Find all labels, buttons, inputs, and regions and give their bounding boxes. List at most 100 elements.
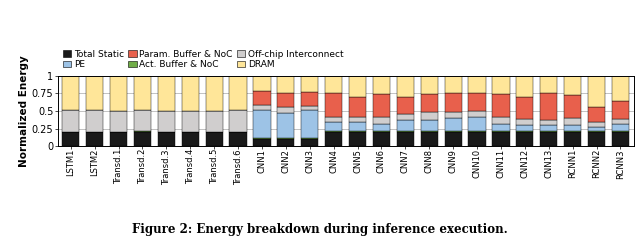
Bar — [110, 132, 127, 146]
Bar — [230, 76, 246, 110]
Bar — [516, 76, 534, 97]
Bar — [612, 76, 629, 101]
Bar — [253, 76, 271, 91]
Bar — [349, 132, 366, 146]
Bar — [205, 76, 223, 111]
Bar — [516, 131, 534, 132]
Bar — [86, 132, 103, 146]
Bar — [86, 76, 103, 110]
Bar — [564, 132, 581, 146]
Bar — [325, 122, 342, 131]
Bar — [277, 76, 294, 93]
Bar — [540, 132, 557, 146]
Bar — [397, 120, 414, 131]
Bar — [157, 132, 175, 146]
Bar — [588, 127, 605, 131]
Bar — [349, 122, 366, 131]
Bar — [373, 117, 390, 124]
Legend: Total Static, PE, Param. Buffer & NoC, Act. Buffer & NoC, Off-chip Interconnect,: Total Static, PE, Param. Buffer & NoC, A… — [62, 49, 344, 70]
Bar — [612, 119, 629, 124]
Bar — [468, 93, 486, 111]
Bar — [277, 93, 294, 107]
Bar — [325, 117, 342, 122]
Bar — [492, 132, 509, 146]
Bar — [397, 97, 414, 114]
Bar — [301, 139, 318, 146]
Bar — [588, 76, 605, 107]
Bar — [182, 111, 199, 132]
Bar — [397, 76, 414, 97]
Bar — [420, 132, 438, 146]
Bar — [349, 131, 366, 132]
Bar — [205, 111, 223, 132]
Bar — [468, 111, 486, 117]
Bar — [612, 101, 629, 119]
Bar — [516, 97, 534, 119]
Bar — [325, 76, 342, 93]
Bar — [492, 76, 509, 94]
Bar — [564, 125, 581, 131]
Bar — [397, 132, 414, 146]
Bar — [134, 131, 151, 132]
Bar — [373, 94, 390, 117]
Bar — [445, 112, 461, 118]
Bar — [516, 119, 534, 125]
Bar — [62, 132, 79, 146]
Bar — [612, 131, 629, 132]
Bar — [420, 131, 438, 132]
Bar — [301, 106, 318, 110]
Bar — [397, 114, 414, 120]
Bar — [230, 110, 246, 132]
Bar — [516, 125, 534, 131]
Bar — [230, 132, 246, 146]
Bar — [420, 120, 438, 131]
Bar — [62, 76, 79, 110]
Bar — [325, 132, 342, 146]
Bar — [301, 138, 318, 139]
Bar — [373, 132, 390, 146]
Bar — [445, 118, 461, 131]
Bar — [612, 124, 629, 131]
Bar — [492, 94, 509, 117]
Bar — [468, 131, 486, 132]
Y-axis label: Normalized Energy: Normalized Energy — [19, 55, 29, 167]
Bar — [420, 94, 438, 112]
Bar — [182, 132, 199, 146]
Bar — [277, 138, 294, 139]
Bar — [612, 132, 629, 146]
Bar — [110, 76, 127, 111]
Bar — [564, 76, 581, 95]
Bar — [420, 76, 438, 94]
Bar — [134, 76, 151, 110]
Bar — [253, 91, 271, 105]
Bar — [253, 138, 271, 139]
Bar — [301, 92, 318, 106]
Bar — [397, 131, 414, 132]
Bar — [349, 76, 366, 97]
Bar — [349, 117, 366, 122]
Bar — [134, 132, 151, 146]
Bar — [134, 110, 151, 131]
Bar — [540, 93, 557, 120]
Bar — [468, 76, 486, 93]
Bar — [540, 120, 557, 125]
Bar — [301, 76, 318, 92]
Bar — [445, 76, 461, 93]
Bar — [445, 131, 461, 132]
Bar — [110, 111, 127, 132]
Bar — [373, 131, 390, 132]
Bar — [492, 131, 509, 132]
Text: Figure 2: Energy breakdown during inference execution.: Figure 2: Energy breakdown during infere… — [132, 223, 508, 236]
Bar — [253, 139, 271, 146]
Bar — [468, 117, 486, 131]
Bar — [182, 76, 199, 111]
Bar — [62, 110, 79, 132]
Bar — [588, 122, 605, 127]
Bar — [445, 132, 461, 146]
Bar — [540, 125, 557, 131]
Bar — [588, 131, 605, 132]
Bar — [277, 139, 294, 146]
Bar — [468, 132, 486, 146]
Bar — [157, 111, 175, 132]
Bar — [492, 124, 509, 131]
